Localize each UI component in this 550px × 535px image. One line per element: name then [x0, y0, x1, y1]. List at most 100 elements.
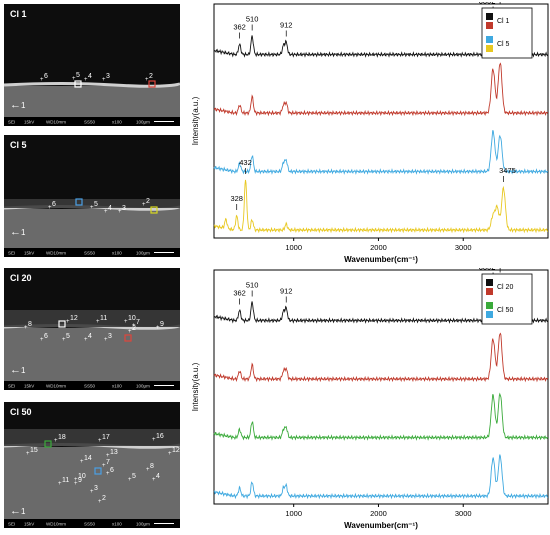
x-tick-label: 2000 [370, 243, 387, 252]
sem-point-cross: + [48, 205, 52, 211]
sem-point-cross: + [62, 337, 66, 343]
sem-footer-text: 100µm [136, 522, 150, 527]
legend-swatch [486, 13, 493, 20]
plot-frame [213, 3, 549, 239]
sem-analysis-box [75, 198, 83, 206]
sem-point-cross: + [132, 323, 136, 329]
sem-point-label: 12 [172, 447, 180, 454]
sem-point-label: 1 [21, 101, 26, 110]
sem-title: Cl 50 [10, 407, 32, 417]
sem-analysis-box [94, 467, 102, 475]
legend-swatch [486, 36, 493, 43]
chart-svg: Intensity(a.u.) 1000 2000 3000 Wavenumber(cm… [191, 257, 549, 530]
sem-point-label: 5 [66, 333, 70, 340]
sem-scale-layer [4, 82, 180, 88]
sem-point-label: 5 [76, 72, 80, 79]
spectrum-line [213, 179, 549, 234]
spectrum-line [213, 454, 549, 500]
sem-point-cross: + [102, 77, 106, 83]
sem-substrate [4, 328, 180, 390]
legend-label: Cl 20 [497, 284, 513, 291]
sem-point-label: 7 [106, 459, 110, 466]
sem-background [4, 135, 180, 209]
sem-point-label: 8 [28, 321, 32, 328]
sem-footer-text: WD10mm [46, 251, 66, 256]
sem-footer-text: SS50 [84, 384, 96, 389]
sem-point-label: 16 [156, 433, 164, 440]
sem-title: Cl 5 [10, 140, 27, 150]
sem-footer-text: 15kV [24, 384, 34, 389]
sem-point-label: 1 [21, 228, 26, 237]
sem-point-cross: + [40, 337, 44, 343]
sem-point-cross: + [40, 77, 44, 83]
peak-label: 362 [233, 23, 246, 32]
spectrum-line [213, 62, 549, 117]
sem-point-label: 6 [44, 73, 48, 80]
sem-point-cross: + [98, 499, 102, 505]
sem-point-cross: + [90, 489, 94, 495]
sem-point-cross: + [104, 209, 108, 215]
sem-title: Cl 1 [10, 9, 27, 19]
sem-footer-bar [4, 381, 180, 390]
sem-point-label: 4 [108, 205, 112, 212]
sem-point-label: 13 [110, 449, 118, 456]
sem-point-label: 3 [106, 73, 110, 80]
sem-point-cross: + [72, 76, 76, 82]
sem-canvas: Cl 50← 1+ 2+ 3+ 4+ 5+ 6+ 7+ 8+ 9+ 10+ 11+ 12+ 13+ 14+ 1… [4, 402, 180, 528]
spectrum-line [213, 392, 549, 441]
sem-point-cross: + [98, 438, 102, 444]
sem-footer-bar [4, 248, 180, 257]
sem-title: Cl 20 [10, 273, 32, 283]
peak-label: 362 [233, 289, 246, 298]
sem-footer-text: SS50 [84, 522, 96, 527]
peak-label: 3352 [479, 2, 496, 6]
sem-point-cross: + [74, 481, 78, 487]
sem-point-cross: + [54, 438, 58, 444]
sem-point-cross: + [26, 451, 30, 457]
sem-footer-text: SEI [8, 251, 15, 256]
legend-swatch [486, 288, 493, 295]
sem-point-label: 9 [78, 477, 82, 484]
arrow-left-icon: ← [10, 99, 21, 111]
sem-point-label: 5 [132, 473, 136, 480]
arrow-left-icon: ← [10, 226, 21, 238]
x-tick-label: 1000 [285, 243, 302, 252]
x-tick-label: 3000 [455, 509, 472, 518]
legend-swatch [486, 302, 493, 309]
sem-point-cross: + [145, 77, 149, 83]
sem-footer-text: x100 [112, 522, 122, 527]
sem-point-cross: + [168, 451, 172, 457]
sem-point-cross: + [146, 467, 150, 473]
sem-point-label: 2 [146, 198, 150, 205]
sem-point-cross: + [128, 477, 132, 483]
raman-spectrum-chart-bottom: Intensity(a.u.) 1000 2000 3000 Wavenumber(cm… [186, 257, 550, 530]
sem-analysis-box [148, 80, 156, 88]
sem-point-label: 6 [110, 467, 114, 474]
sem-footer-text: WD10mm [46, 522, 66, 527]
peak-label: 912 [280, 287, 293, 296]
x-tick-label: 2000 [370, 509, 387, 518]
sem-footer-text: WD10mm [46, 120, 66, 125]
sem-point-cross: + [106, 471, 110, 477]
sem-footer-text: 15kV [24, 522, 34, 527]
sem-point-label: 10 [78, 473, 86, 480]
sem-point-label: 4 [156, 473, 160, 480]
sem-point-label: 2 [149, 73, 153, 80]
sem-footer-text: WD10mm [46, 384, 66, 389]
sem-footer-text: 100µm [136, 120, 150, 125]
sem-point-label: 3 [94, 485, 98, 492]
sem-footer-text: SEI [8, 384, 15, 389]
sem-footer-text: 100µm [136, 384, 150, 389]
sem-point-cross: + [90, 205, 94, 211]
peak-label: 3352 [479, 268, 496, 272]
sem-footer-bar [4, 519, 180, 528]
sem-footer-text: x100 [112, 120, 122, 125]
sem-footer-text: 100µm [136, 251, 150, 256]
sem-point-label: 1 [21, 366, 26, 375]
sem-analysis-box [150, 206, 158, 214]
legend-label: Cl 1 [497, 18, 510, 25]
peak-label: 510 [246, 281, 259, 290]
